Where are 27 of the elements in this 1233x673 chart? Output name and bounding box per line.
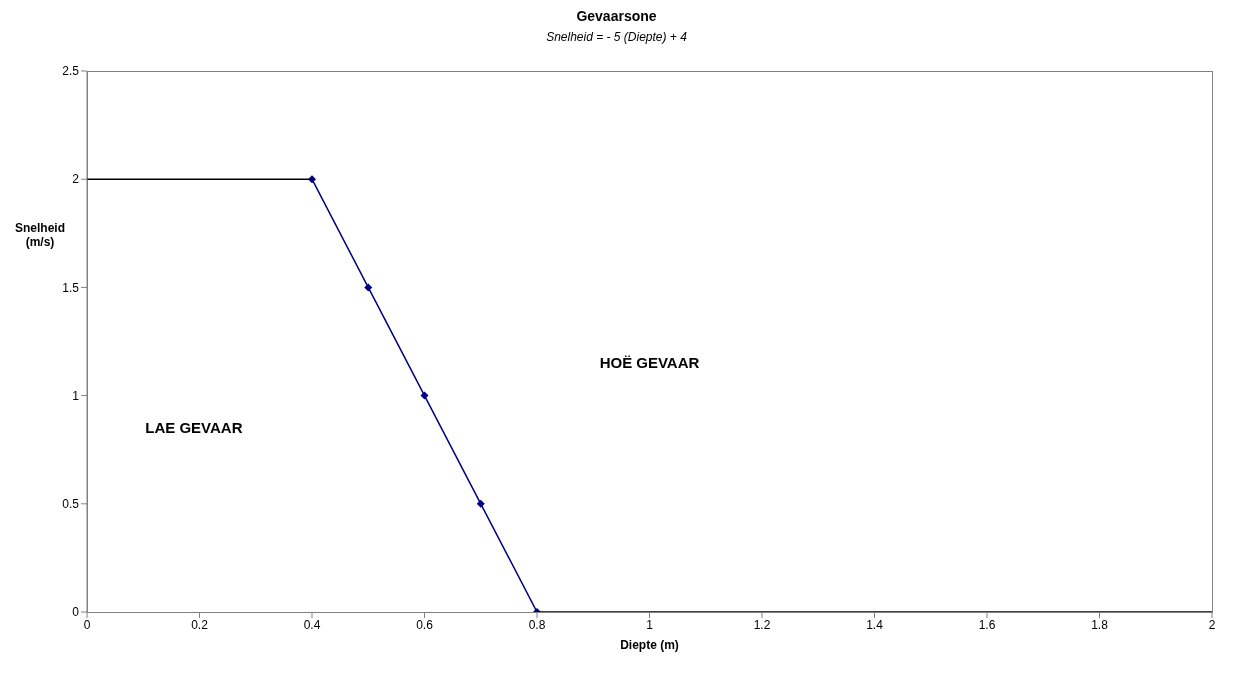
annotation: HOË GEVAAR (598, 354, 701, 372)
y-tick-label: 0.5 (62, 497, 80, 512)
x-tick-label: 1 (646, 617, 654, 632)
chart-subtitle: Snelheid = - 5 (Diepte) + 4 (545, 30, 688, 44)
point (308, 175, 316, 184)
y-axis-title: Snelheid (m/s) (14, 221, 66, 250)
x-tick-label: 0.6 (416, 617, 434, 632)
x-tick-label: 0 (83, 617, 91, 632)
x-tick-label: 0.2 (191, 617, 209, 632)
x-tick-label: 1.2 (753, 617, 771, 632)
annotation: LAE GEVAAR (144, 419, 244, 437)
y-tick-label: 2.5 (62, 64, 80, 79)
y-tick-label: 1 (72, 388, 80, 403)
point (420, 391, 429, 400)
x-tick-label: 2 (1208, 617, 1216, 632)
y-tick-label: 2 (72, 172, 80, 187)
x-tick-label: 0.4 (303, 617, 321, 632)
chart-title: Gevaarsone (575, 8, 658, 24)
x-tick-label: 1.8 (1091, 617, 1109, 632)
point (364, 283, 373, 292)
y-tick-label: 1.5 (62, 280, 80, 295)
point (476, 499, 485, 508)
x-tick-label: 1.4 (866, 617, 884, 632)
x-tick-label: 1.6 (978, 617, 996, 632)
y-tick-label: 0 (72, 605, 80, 620)
x-axis-title: Diepte (m) (619, 638, 680, 652)
x-tick-label: 0.8 (528, 617, 546, 632)
